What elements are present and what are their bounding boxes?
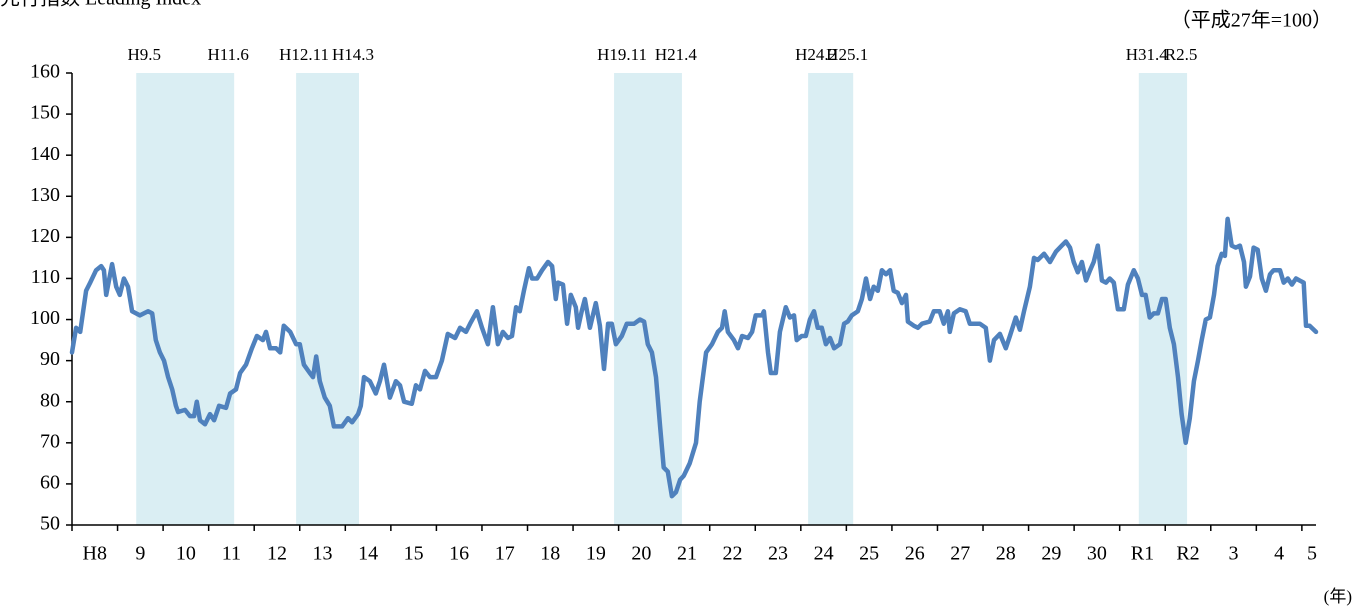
x-tick-label: 24 <box>814 543 834 565</box>
y-tick-label: 140 <box>30 143 60 165</box>
x-tick-label: 5 <box>1307 543 1317 565</box>
shade-end-label: H11.6 <box>207 45 248 64</box>
recession-shade <box>136 73 235 525</box>
shade-end-label: H14.3 <box>332 45 374 64</box>
x-tick-label: 15 <box>404 543 424 565</box>
y-tick-label: 70 <box>40 430 60 452</box>
chart-title: 先行指数 Leading Index <box>0 0 201 10</box>
shade-end-label: H25.1 <box>826 45 868 64</box>
x-tick-label: 17 <box>495 543 515 565</box>
y-tick-label: 50 <box>40 513 60 535</box>
x-tick-label: 3 <box>1229 543 1239 565</box>
shade-start-label: H12.11 <box>279 45 329 64</box>
x-tick-label: 21 <box>677 543 697 565</box>
y-tick-label: 110 <box>31 266 60 288</box>
x-tick-label: 4 <box>1274 543 1284 565</box>
unit-label: （平成27年=100） <box>1171 9 1332 32</box>
x-axis-label: (年) <box>1324 587 1352 606</box>
shade-start-label: H9.5 <box>127 45 161 64</box>
shade-end-label: R2.5 <box>1165 45 1198 64</box>
y-tick-label: 80 <box>40 389 60 411</box>
x-tick-label: 28 <box>996 543 1016 565</box>
x-tick-label: 23 <box>768 543 788 565</box>
index-line <box>69 216 1319 499</box>
x-tick-label: 26 <box>905 543 925 565</box>
x-tick-label: 20 <box>631 543 651 565</box>
shade-start-label: H24.2 <box>795 45 837 64</box>
y-tick-label: 90 <box>40 348 60 370</box>
y-tick-label: 150 <box>30 102 60 124</box>
x-tick-label: 27 <box>950 543 970 565</box>
x-tick-label: H8 <box>83 543 107 565</box>
x-tick-label: 19 <box>586 543 606 565</box>
y-tick-label: 120 <box>30 225 60 247</box>
shade-end-label: H21.4 <box>655 45 698 64</box>
x-tick-label: 22 <box>722 543 742 565</box>
y-tick-label: 100 <box>30 307 60 329</box>
x-tick-label: 29 <box>1041 543 1061 565</box>
recession-shade <box>296 73 359 525</box>
shade-start-label: H19.11 <box>597 45 647 64</box>
x-tick-label: 13 <box>313 543 333 565</box>
x-tick-label: R2 <box>1176 543 1199 565</box>
recession-shade <box>614 73 682 525</box>
x-tick-label: 11 <box>222 543 241 565</box>
y-tick-label: 160 <box>30 61 60 83</box>
x-tick-label: 14 <box>358 543 378 565</box>
recession-shade <box>808 73 854 525</box>
x-tick-label: 30 <box>1087 543 1107 565</box>
x-tick-label: 25 <box>859 543 879 565</box>
shade-start-label: H31.4 <box>1126 45 1169 64</box>
x-tick-label: 9 <box>135 543 145 565</box>
y-tick-label: 60 <box>40 472 60 494</box>
y-tick-label: 130 <box>30 184 60 206</box>
x-tick-label: 10 <box>176 543 196 565</box>
x-tick-label: 18 <box>540 543 560 565</box>
x-tick-label: 16 <box>449 543 469 565</box>
x-tick-label: R1 <box>1131 543 1154 565</box>
x-tick-label: 12 <box>267 543 287 565</box>
